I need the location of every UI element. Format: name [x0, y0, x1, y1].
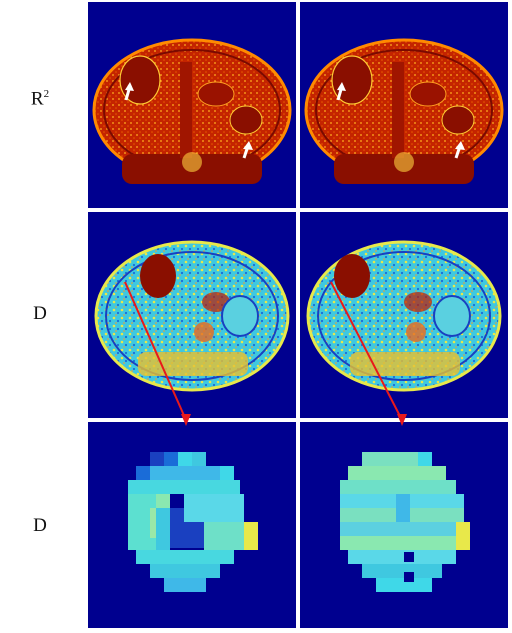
row-label-r2: R2: [30, 88, 50, 110]
white-arrow-icon: [124, 82, 253, 159]
d-map-right: [300, 212, 508, 418]
white-arrow-icon: [336, 82, 465, 159]
d-zoom-right: [300, 422, 508, 628]
d-zoom-left: [88, 422, 296, 628]
r2-map-right: [300, 2, 508, 208]
d-map-left: [88, 212, 296, 418]
r2-map-left: [88, 2, 296, 208]
row-label-d-map: D: [33, 303, 47, 324]
row-label-d-zoom: D: [33, 515, 47, 536]
